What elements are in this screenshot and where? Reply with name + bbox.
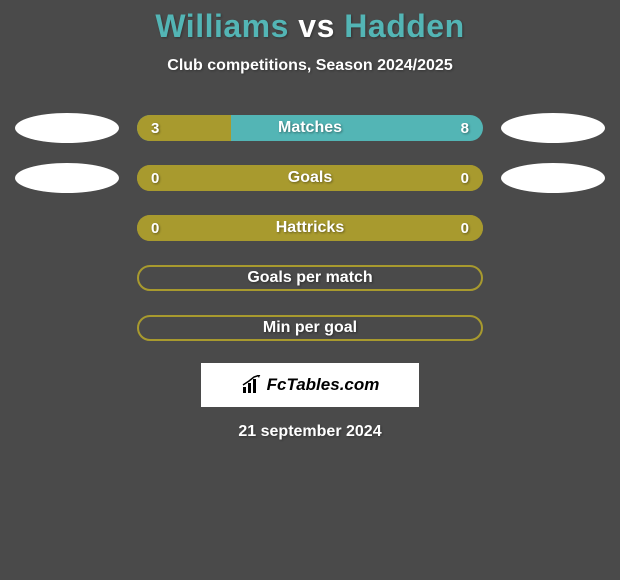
- ellipse-spacer: [501, 313, 605, 343]
- ellipse-right: [501, 163, 605, 193]
- chart-icon: [241, 375, 263, 395]
- stat-value-right: 8: [461, 120, 469, 137]
- stat-bar: 0 Hattricks 0: [137, 215, 483, 241]
- infographic-container: Williams vs Hadden Club competitions, Se…: [0, 0, 620, 441]
- stat-value-left: 0: [151, 220, 159, 237]
- ellipse-spacer: [15, 263, 119, 293]
- ellipse-left: [15, 113, 119, 143]
- stat-bar: 0 Goals 0: [137, 165, 483, 191]
- logo-text: FcTables.com: [267, 375, 380, 395]
- stats-area: 3 Matches 8 0 Goals 0 0 Hattricks 0 Goals per mat…: [0, 113, 620, 343]
- stat-row: 0 Hattricks 0: [0, 213, 620, 243]
- ellipse-spacer: [15, 213, 119, 243]
- stat-row: 0 Goals 0: [0, 163, 620, 193]
- stat-label: Goals per match: [247, 269, 372, 287]
- stat-row: 3 Matches 8: [0, 113, 620, 143]
- ellipse-spacer: [501, 263, 605, 293]
- stat-label: Hattricks: [276, 219, 344, 237]
- vs-text: vs: [298, 8, 335, 44]
- stat-label: Goals: [288, 169, 332, 187]
- stat-value-right: 0: [461, 170, 469, 187]
- stat-bar: Min per goal: [137, 315, 483, 341]
- page-title: Williams vs Hadden: [0, 8, 620, 45]
- stat-value-left: 0: [151, 170, 159, 187]
- subtitle: Club competitions, Season 2024/2025: [0, 57, 620, 75]
- stat-bar: 3 Matches 8: [137, 115, 483, 141]
- date-text: 21 september 2024: [0, 423, 620, 441]
- ellipse-left: [15, 163, 119, 193]
- stat-bar: Goals per match: [137, 265, 483, 291]
- player2-name: Hadden: [344, 8, 464, 44]
- stat-row: Goals per match: [0, 263, 620, 293]
- ellipse-spacer: [15, 313, 119, 343]
- player1-name: Williams: [155, 8, 289, 44]
- stat-value-right: 0: [461, 220, 469, 237]
- ellipse-spacer: [501, 213, 605, 243]
- stat-value-left: 3: [151, 120, 159, 137]
- logo-box: FcTables.com: [201, 363, 419, 407]
- stat-row: Min per goal: [0, 313, 620, 343]
- ellipse-right: [501, 113, 605, 143]
- stat-label: Min per goal: [263, 319, 357, 337]
- stat-label: Matches: [278, 119, 342, 137]
